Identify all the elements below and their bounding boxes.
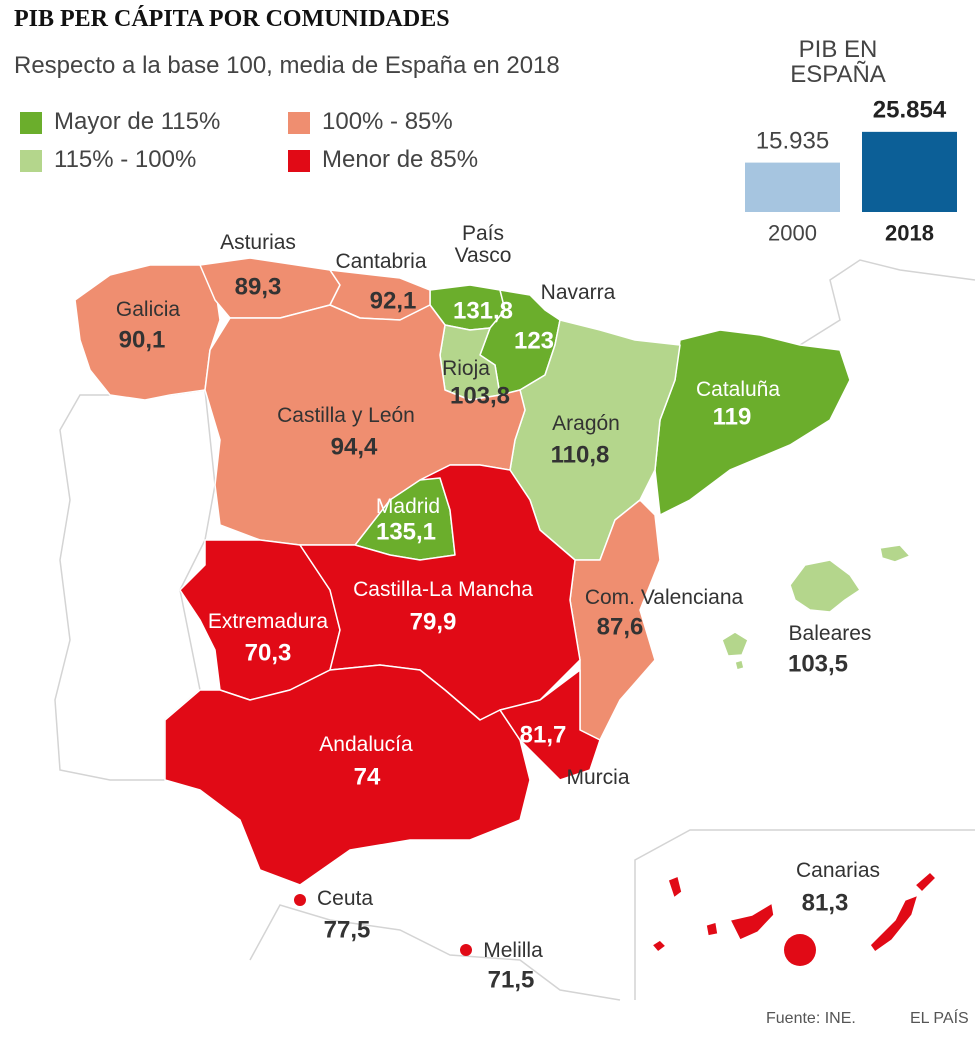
- bar-value-label: 15.935: [755, 127, 830, 154]
- legend-swatch: [20, 150, 42, 172]
- region-value: 71,5: [487, 966, 535, 994]
- legend-swatch: [288, 150, 310, 172]
- region-name: Cataluña: [695, 377, 781, 401]
- region-name: Murcia: [566, 765, 630, 789]
- bar-category-label: 2000: [768, 220, 817, 246]
- region-name: Andalucía: [319, 732, 413, 756]
- region: [879, 544, 911, 563]
- region-value: 90,1: [118, 326, 166, 354]
- bar-category-label: 2018: [885, 220, 934, 246]
- region-name: Castilla y León: [277, 403, 415, 427]
- region-value: 87,6: [596, 613, 644, 641]
- region-name: Baleares: [788, 621, 872, 645]
- bar: [862, 131, 957, 212]
- region-value: 77,5: [323, 916, 371, 944]
- region-value: 81,3: [801, 889, 849, 917]
- region: [721, 631, 749, 657]
- legend-item: Menor de 85%: [288, 146, 478, 174]
- region-value: 119: [712, 403, 752, 431]
- region-value: 81,7: [519, 721, 567, 749]
- source: Fuente: INE.: [766, 1010, 856, 1027]
- region-value: 110,8: [550, 441, 610, 469]
- region: [651, 939, 667, 953]
- legend-item: 100% - 85%: [288, 108, 453, 136]
- region: [654, 329, 851, 516]
- region-name: Com. Valenciana: [584, 585, 744, 609]
- region-name: Extremadura: [207, 609, 329, 633]
- region-name: Ceuta: [316, 886, 374, 910]
- region-value: 89,3: [234, 273, 282, 301]
- chart-title: PIB EN ESPAÑA: [790, 35, 886, 88]
- region: [460, 944, 472, 956]
- region-value: 103,5: [787, 650, 849, 678]
- region: [667, 875, 683, 899]
- region-name: Asturias: [220, 230, 296, 254]
- region-value: 70,3: [244, 639, 292, 667]
- region-value: 135,1: [375, 518, 437, 546]
- region-name: País Vasco: [454, 221, 512, 267]
- region-value: 131,8: [452, 297, 514, 325]
- brand: EL PAÍS: [910, 1010, 969, 1027]
- legend-item: Mayor de 115%: [20, 108, 220, 136]
- region: [784, 934, 816, 966]
- region: [499, 669, 601, 781]
- region-value: 123: [513, 327, 555, 355]
- region-name: Aragón: [552, 411, 620, 435]
- region-value: 94,4: [330, 433, 378, 461]
- region-value: 74: [353, 763, 381, 791]
- region-name: Galicia: [115, 297, 181, 321]
- region: [789, 559, 861, 613]
- region-name: Cantabria: [335, 249, 427, 273]
- region: [729, 902, 775, 941]
- region-name: Navarra: [540, 280, 616, 304]
- region-name: Madrid: [375, 494, 441, 518]
- legend-item: 115% - 100%: [20, 146, 196, 174]
- region-value: 92,1: [369, 287, 417, 315]
- region: [294, 894, 306, 906]
- region: [705, 921, 719, 937]
- legend-swatch: [20, 112, 42, 134]
- region-name: Canarias: [795, 858, 881, 882]
- region-name: Rioja: [442, 356, 490, 380]
- title: PIB PER CÁPITA POR COMUNIDADES: [14, 6, 450, 32]
- region: [914, 871, 937, 893]
- legend-swatch: [288, 112, 310, 134]
- bar-value-label: 25.854: [872, 96, 947, 124]
- region-name: Melilla: [483, 938, 543, 962]
- region-value: 103,8: [449, 382, 511, 410]
- region-value: 79,9: [409, 608, 457, 636]
- bar: [745, 162, 840, 212]
- subtitle: Respecto a la base 100, media de España …: [14, 52, 560, 79]
- region: [869, 894, 919, 953]
- region: [204, 304, 526, 546]
- region-name: Castilla-La Mancha: [353, 577, 533, 601]
- region: [734, 659, 745, 671]
